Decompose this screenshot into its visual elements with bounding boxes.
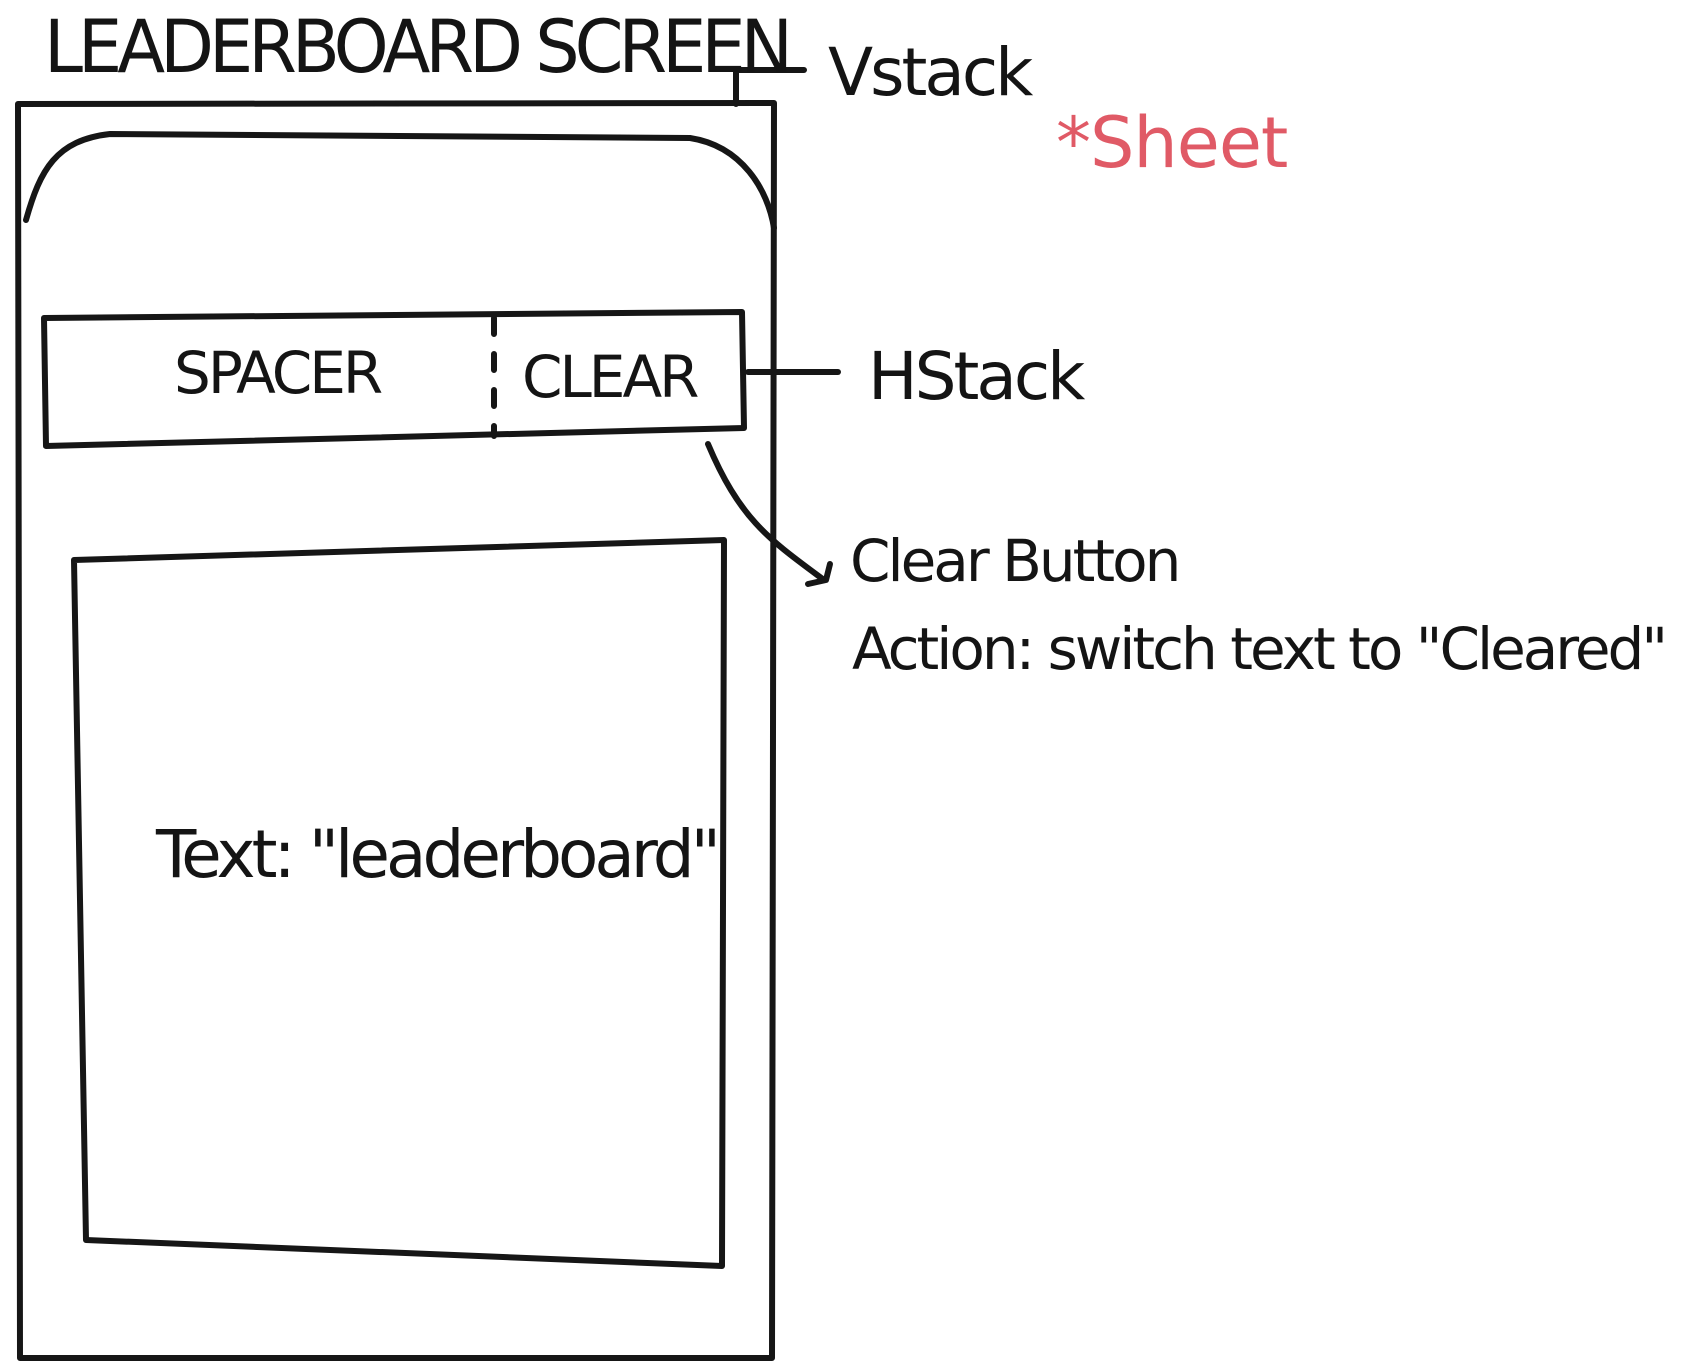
content-box — [71, 537, 727, 1269]
sheet-top-curve — [23, 131, 777, 231]
screen-title: LEADERBOARD SCREEN — [44, 3, 793, 90]
action-annotation: Action: switch text to "Cleared" — [852, 615, 1668, 683]
clear-button-label: CLEAR — [522, 343, 699, 411]
clear-button-arrowhead — [805, 561, 833, 587]
spacer-label: SPACER — [174, 339, 383, 407]
hstack-row — [41, 309, 747, 449]
sheet-label: *Sheet — [1056, 102, 1288, 184]
clear-button-arrow — [705, 441, 827, 583]
vstack-connector — [733, 67, 807, 107]
leaderboard-text: Text: "leaderboard" — [156, 816, 721, 893]
vstack-label: Vstack — [828, 34, 1033, 111]
hstack-label: HStack — [868, 338, 1085, 415]
phone-frame — [15, 100, 777, 1361]
clear-button-annotation: Clear Button — [850, 527, 1181, 595]
